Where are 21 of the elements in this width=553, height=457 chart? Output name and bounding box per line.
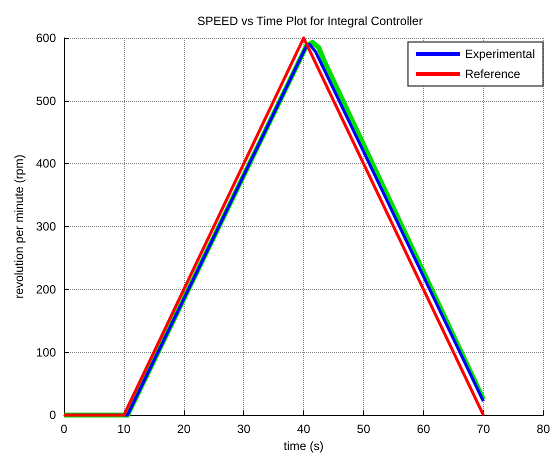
x-tick-label: 30 (237, 422, 251, 436)
x-tick-label: 70 (476, 422, 490, 436)
x-tick-label: 20 (177, 422, 191, 436)
y-tick-label: 300 (36, 220, 56, 234)
x-tick-label: 50 (356, 422, 371, 436)
legend-label: Reference (464, 67, 521, 81)
x-tick-label: 60 (416, 422, 430, 436)
x-tick-label: 40 (296, 422, 311, 436)
x-tick-label: 0 (60, 422, 68, 436)
x-axis-title: time (s) (284, 439, 324, 453)
legend-label: Experimental (464, 47, 535, 61)
y-tick-label: 600 (36, 31, 56, 45)
y-axis-title: revolution per minute (rpm) (12, 154, 26, 299)
y-tick-label: 200 (36, 282, 56, 296)
x-tick-label: 80 (536, 422, 550, 436)
y-tick-label: 100 (36, 345, 56, 360)
y-tick-label: 400 (36, 156, 56, 171)
chart-title: SPEED vs Time Plot for Integral Controller (197, 14, 423, 28)
y-tick-label: 500 (36, 94, 56, 108)
x-tick-label: 10 (117, 422, 131, 436)
y-tick-label: 0 (49, 408, 56, 422)
